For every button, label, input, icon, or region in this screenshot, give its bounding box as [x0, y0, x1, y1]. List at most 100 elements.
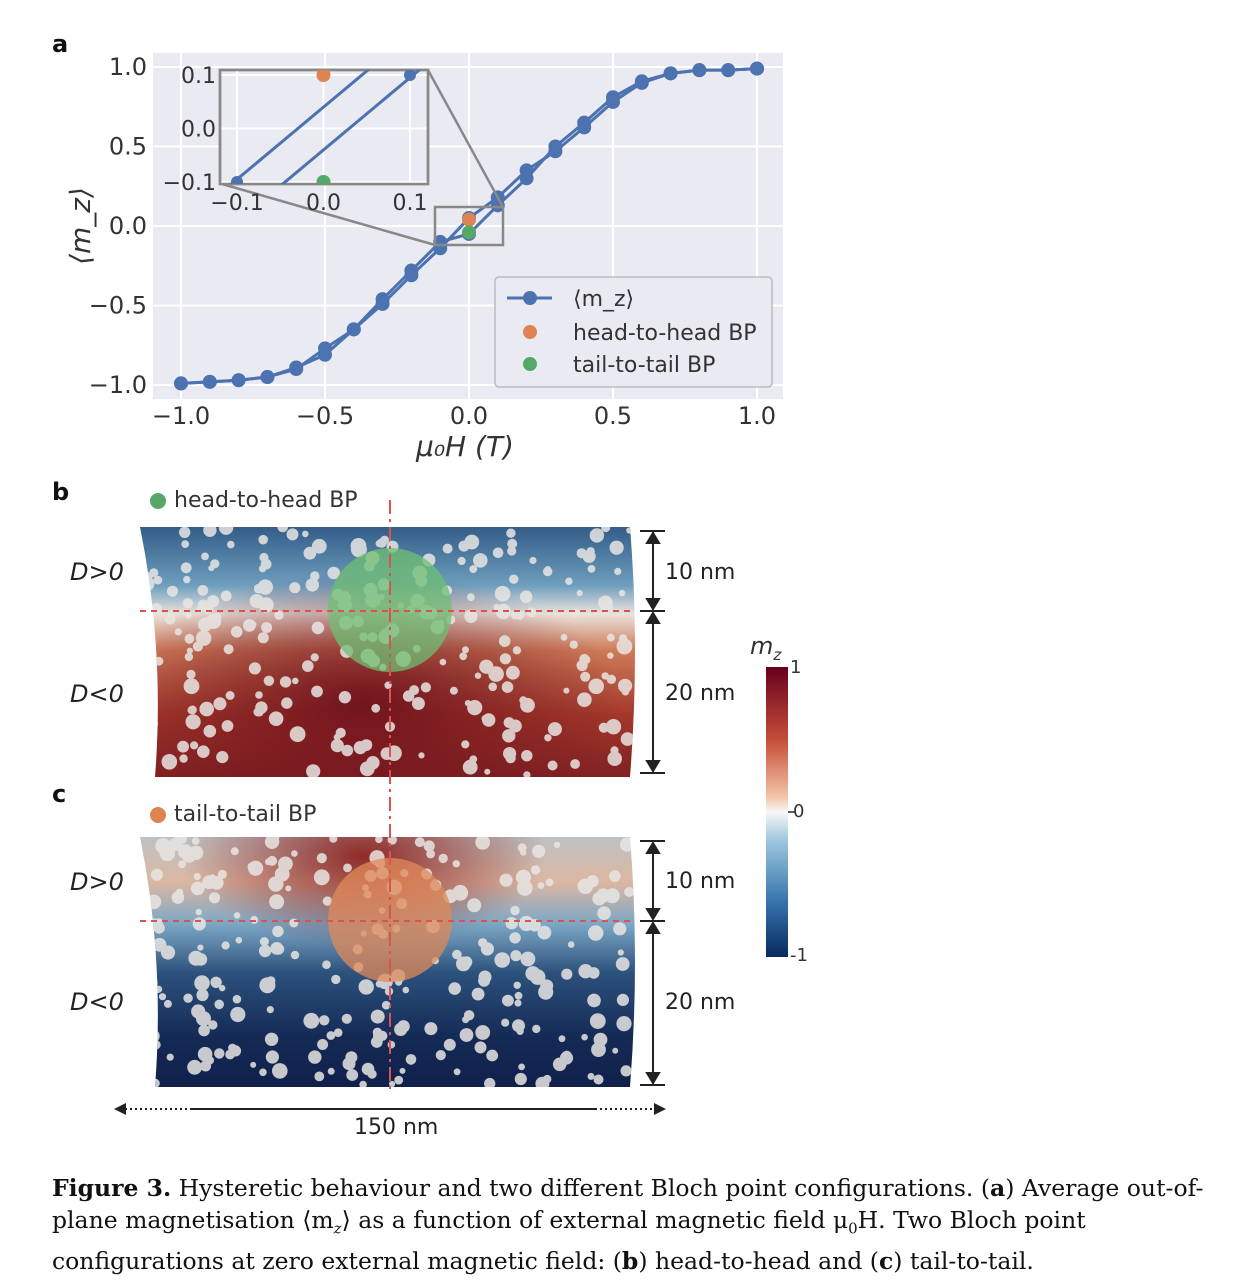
spin-cone	[479, 659, 494, 674]
data-point	[577, 115, 592, 130]
spin-cone	[147, 1024, 158, 1036]
spin-cone	[593, 1032, 608, 1047]
dimension-arrows-b	[640, 530, 665, 774]
spin-cone	[271, 837, 280, 842]
spin-cone	[343, 863, 352, 873]
spin-cone	[144, 990, 153, 1000]
spin-cone	[232, 994, 242, 1004]
spin-cone	[311, 621, 325, 635]
inset-y-tick: −0.1	[163, 171, 216, 196]
y-tick-label: 1.0	[109, 53, 147, 81]
inset-line	[229, 70, 371, 184]
spin-cone	[248, 860, 264, 876]
spin-cone	[317, 1039, 329, 1050]
spin-cone	[314, 1071, 325, 1082]
spin-cone	[153, 575, 163, 585]
spin-cone	[618, 589, 626, 597]
spin-cone	[386, 745, 402, 761]
caption-text-4: H. Two Bloch point configurations at zer…	[52, 1206, 1086, 1275]
caption-text-5: ) head-to-head and (	[638, 1246, 879, 1275]
spin-cone	[488, 682, 498, 692]
spin-cone	[467, 898, 482, 913]
zoom-connector-bottom	[221, 182, 436, 247]
spin-cone	[266, 976, 276, 986]
spin-cone	[478, 974, 491, 987]
legend-marker-mz	[523, 291, 537, 305]
y-axis-label: ⟨m_z⟩	[64, 187, 97, 265]
spin-cone	[255, 701, 268, 714]
spin-cone	[567, 941, 575, 948]
spin-cone	[214, 1048, 225, 1059]
spin-cone	[576, 590, 583, 597]
spin-cone	[518, 1063, 525, 1071]
spin-cone	[457, 556, 466, 566]
spin-cone	[576, 659, 588, 672]
spin-cone	[510, 905, 520, 916]
region-c-top: D>0	[70, 868, 124, 896]
spin-cone	[350, 538, 367, 554]
spin-cone	[210, 559, 220, 569]
spin-cone	[509, 574, 519, 584]
bp-label-c-text: tail-to-tail BP	[174, 802, 317, 827]
spin-cone	[569, 640, 578, 649]
spin-cone	[452, 884, 469, 901]
spin-cone	[563, 687, 570, 694]
bp-label-b: head-to-head BP	[150, 488, 358, 513]
spin-cone	[255, 691, 263, 699]
spin-cone	[311, 685, 323, 698]
spin-cone	[474, 672, 482, 679]
spin-cone	[163, 999, 172, 1008]
spin-cone	[418, 752, 425, 759]
spin-cone	[183, 575, 191, 584]
spin-cone	[227, 540, 235, 549]
spin-cone	[196, 988, 209, 1002]
spin-cone	[494, 585, 511, 602]
spin-cone	[443, 1038, 456, 1051]
spin-cone	[507, 538, 518, 549]
spin-cone	[513, 981, 521, 989]
legend-label-mz: ⟨m_z⟩	[573, 287, 634, 312]
spin-cone	[331, 974, 341, 985]
spin-cone	[505, 917, 518, 930]
zoom-box	[433, 205, 505, 247]
data-point	[318, 341, 332, 356]
spin-cone	[143, 975, 158, 990]
spin-cone	[150, 868, 163, 881]
bp-point-1	[462, 212, 476, 227]
colorbar	[766, 667, 788, 957]
width-label: 150 nm	[354, 1115, 439, 1140]
spin-cone	[327, 566, 341, 580]
spin-cone	[402, 986, 410, 994]
spin-cone	[192, 917, 206, 931]
spin-cone	[616, 993, 630, 1007]
spin-cone	[475, 1025, 491, 1040]
spin-cone	[617, 949, 624, 956]
spin-cone	[330, 739, 344, 753]
data-point	[346, 322, 361, 337]
spin-cone	[498, 635, 511, 647]
spin-cone	[493, 603, 500, 611]
data-point	[174, 376, 188, 391]
data-point	[289, 362, 304, 377]
spin-cone	[588, 925, 604, 941]
spin-cone	[537, 882, 545, 889]
spin-cone	[219, 984, 226, 992]
legend-label-hh: head-to-head BP	[573, 321, 757, 346]
x-tick-label: 1.0	[738, 402, 776, 430]
inset-tt-point	[316, 175, 331, 184]
spin-cone	[338, 691, 352, 704]
spin-cone	[510, 950, 522, 962]
spin-cone	[191, 837, 200, 845]
spin-cone	[618, 678, 633, 693]
spin-cone	[195, 908, 203, 916]
bloch-point-marker-c	[328, 858, 452, 982]
spin-cone	[306, 764, 321, 777]
spin-cone	[358, 979, 374, 995]
inset-point	[231, 176, 243, 184]
spin-cone	[420, 682, 431, 693]
inset-y-tick: 0.0	[181, 118, 216, 143]
spin-cone	[200, 1060, 212, 1072]
spin-cone	[620, 837, 635, 852]
spin-cone	[514, 999, 522, 1007]
spin-cone	[194, 953, 208, 966]
